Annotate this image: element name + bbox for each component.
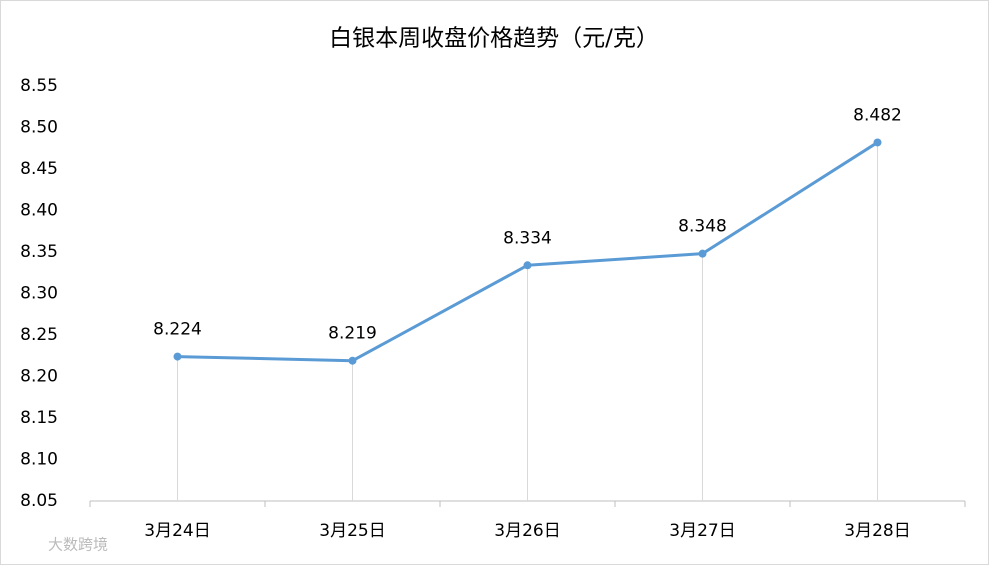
y-tick-label: 8.10 [20, 450, 58, 470]
y-tick-label: 8.50 [20, 118, 58, 138]
data-label: 8.334 [503, 228, 552, 248]
x-tick-label: 3月24日 [144, 521, 210, 541]
y-tick-label: 8.40 [20, 201, 58, 221]
watermark: 大数跨境 [48, 536, 108, 554]
y-tick-label: 8.30 [20, 284, 58, 304]
y-tick-label: 8.55 [20, 76, 58, 96]
x-tick-label: 3月27日 [669, 521, 735, 541]
chart-title: 白银本周收盘价格趋势（元/克） [329, 26, 659, 52]
x-tick-label: 3月28日 [844, 521, 910, 541]
data-point [523, 261, 532, 270]
x-tick-label: 3月26日 [494, 521, 560, 541]
y-tick-label: 8.20 [20, 367, 58, 387]
y-tick-label: 8.15 [20, 408, 58, 428]
data-point [873, 138, 882, 147]
data-label: 8.224 [153, 320, 202, 340]
y-tick-label: 8.45 [20, 159, 58, 179]
data-label: 8.219 [328, 324, 377, 344]
data-label: 8.482 [853, 105, 902, 125]
data-point [348, 356, 357, 365]
y-tick-label: 8.05 [20, 491, 58, 511]
y-tick-label: 8.35 [20, 242, 58, 262]
y-tick-label: 8.25 [20, 325, 58, 345]
x-tick-label: 3月25日 [319, 521, 385, 541]
data-label: 8.348 [678, 217, 727, 237]
data-point [173, 352, 182, 361]
data-point [698, 249, 707, 258]
